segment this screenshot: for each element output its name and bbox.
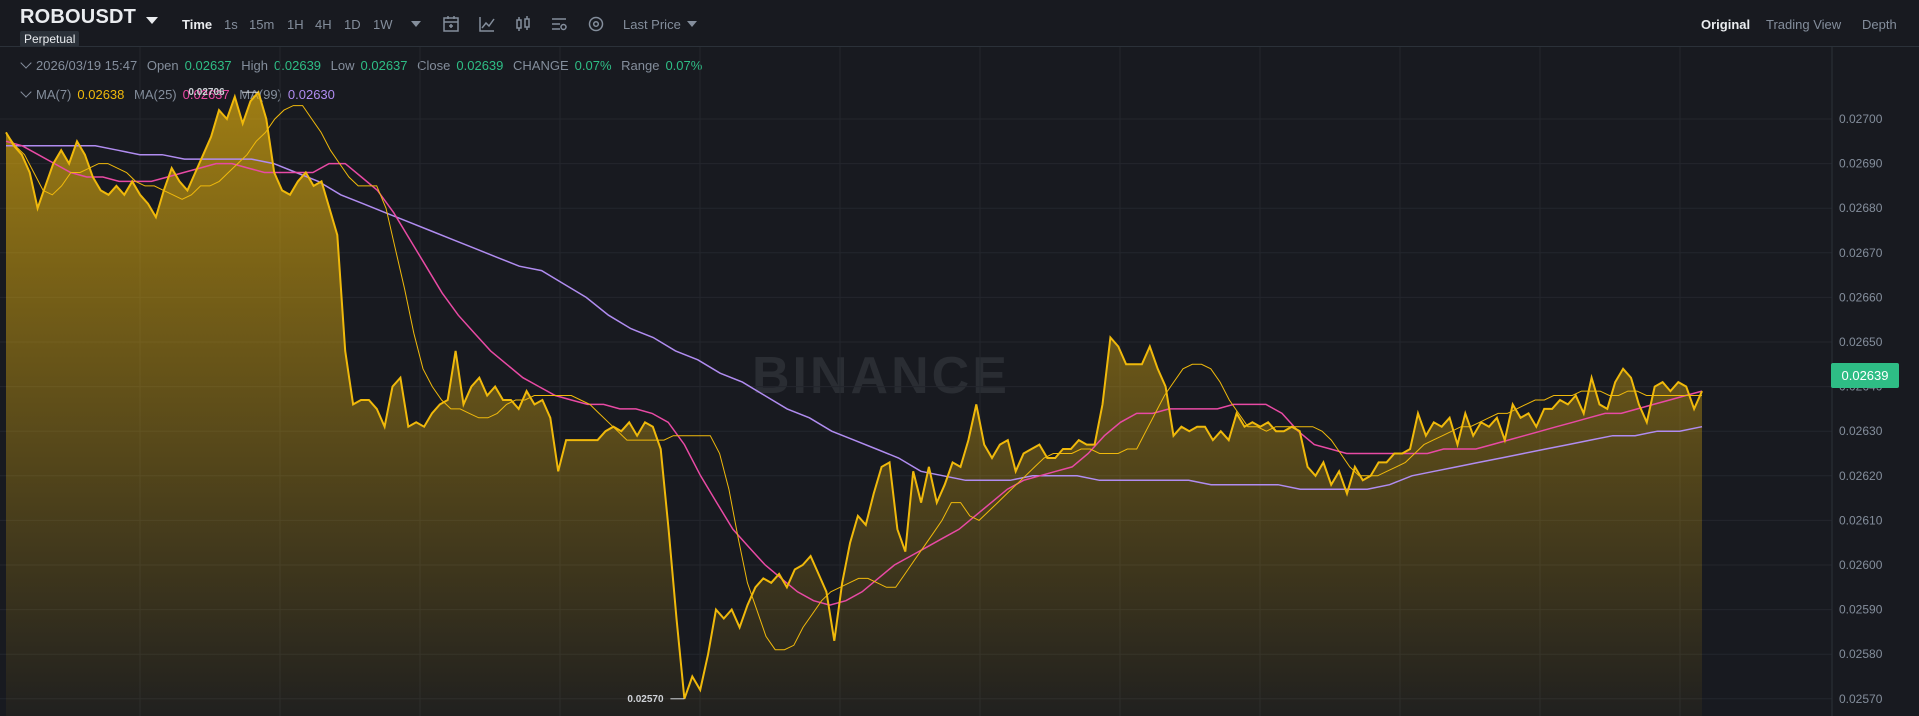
interval-15m[interactable]: 15m [249,17,275,32]
ma99-line [6,145,1703,490]
symbol-title[interactable]: ROBOUSDT [20,6,137,28]
current-price-tag: 0.02639 [1831,363,1899,388]
change-value: 0.07% [574,58,612,73]
calendar-icon[interactable] [441,14,461,34]
last-price-dropdown-icon[interactable] [687,21,697,27]
y-tick-label: 0.02630 [1839,424,1883,438]
ma25-value: 0.02637 [182,87,230,102]
min-price-label: 0.02570 [627,694,664,705]
interval-1h[interactable]: 1H [287,17,304,32]
open-value: 0.02637 [184,58,232,73]
interval-1d[interactable]: 1D [344,17,361,32]
watermark-logo: BINANCE [752,347,1010,405]
price-line [5,90,1703,700]
candle-style-icon[interactable] [513,14,533,34]
legend-datetime: 2026/03/19 15:47 [36,58,138,73]
change-label: CHANGE [513,58,569,73]
high-value: 0.02639 [274,58,322,73]
close-value: 0.02639 [456,58,504,73]
range-value: 0.07% [665,58,703,73]
indicator-icon[interactable] [477,14,497,34]
interval-1s[interactable]: 1s [224,17,238,32]
ma99-value: 0.02630 [287,87,335,102]
ohlc-legend: 2026/03/19 15:47 Open 0.02637 High 0.02639… [20,57,708,73]
gear-icon[interactable] [586,14,606,34]
view-trading-view-tab[interactable]: Trading View [1766,17,1842,32]
high-label: High [241,58,269,73]
interval-4h[interactable]: 4H [315,17,332,32]
view-original-tab[interactable]: Original [1701,17,1751,32]
open-label: Open [146,58,179,73]
range-label: Range [621,58,660,73]
y-tick-label: 0.02620 [1839,469,1883,483]
ma7-line [5,105,1702,651]
top-toolbar: ROBOUSDT Perpetual Time 1s 15m 1H 4H 1D … [0,0,1919,47]
y-tick-label: 0.02650 [1839,335,1883,349]
ma25-line [5,140,1703,606]
contract-type-badge: Perpetual [20,31,80,47]
price-area [6,92,1702,716]
y-tick-label: 0.02610 [1839,513,1883,527]
y-tick-label: 0.02580 [1839,647,1883,661]
y-tick-label: 0.02670 [1839,246,1883,260]
y-tick-label: 0.02690 [1839,157,1883,171]
view-depth-tab[interactable]: Depth [1862,17,1897,32]
y-tick-label: 0.02700 [1839,112,1883,126]
ma25-label: MA(25) [134,87,177,102]
ma99-label: MA(99) [239,87,282,102]
interval-1w[interactable]: 1W [373,17,393,32]
low-label: Low [330,58,355,73]
y-tick-label: 0.02660 [1839,290,1883,304]
max-price-label: 0.02706 [188,87,225,98]
y-tick-label: 0.02590 [1839,603,1883,617]
ma7-value: 0.02638 [77,87,125,102]
close-label: Close [417,58,451,73]
ma7-label: MA(7) [36,87,72,102]
chart-settings-icon[interactable] [549,14,569,34]
price-chart[interactable]: 0.02700 0.02690 0.02680 0.02670 0.02660 0.026… [0,47,1919,716]
symbol-dropdown-icon[interactable] [146,17,158,24]
last-price-selector[interactable]: Last Price [623,17,681,32]
ma-legend: MA(7) 0.02638 MA(25) 0.02637 MA(99) 0.02630 [20,86,341,102]
interval-time[interactable]: Time [182,17,213,32]
low-value: 0.02637 [360,58,408,73]
y-tick-label: 0.02600 [1839,558,1883,572]
more-intervals-icon[interactable] [411,21,421,27]
y-tick-label: 0.02570 [1839,692,1883,706]
y-tick-label: 0.02680 [1839,201,1883,215]
